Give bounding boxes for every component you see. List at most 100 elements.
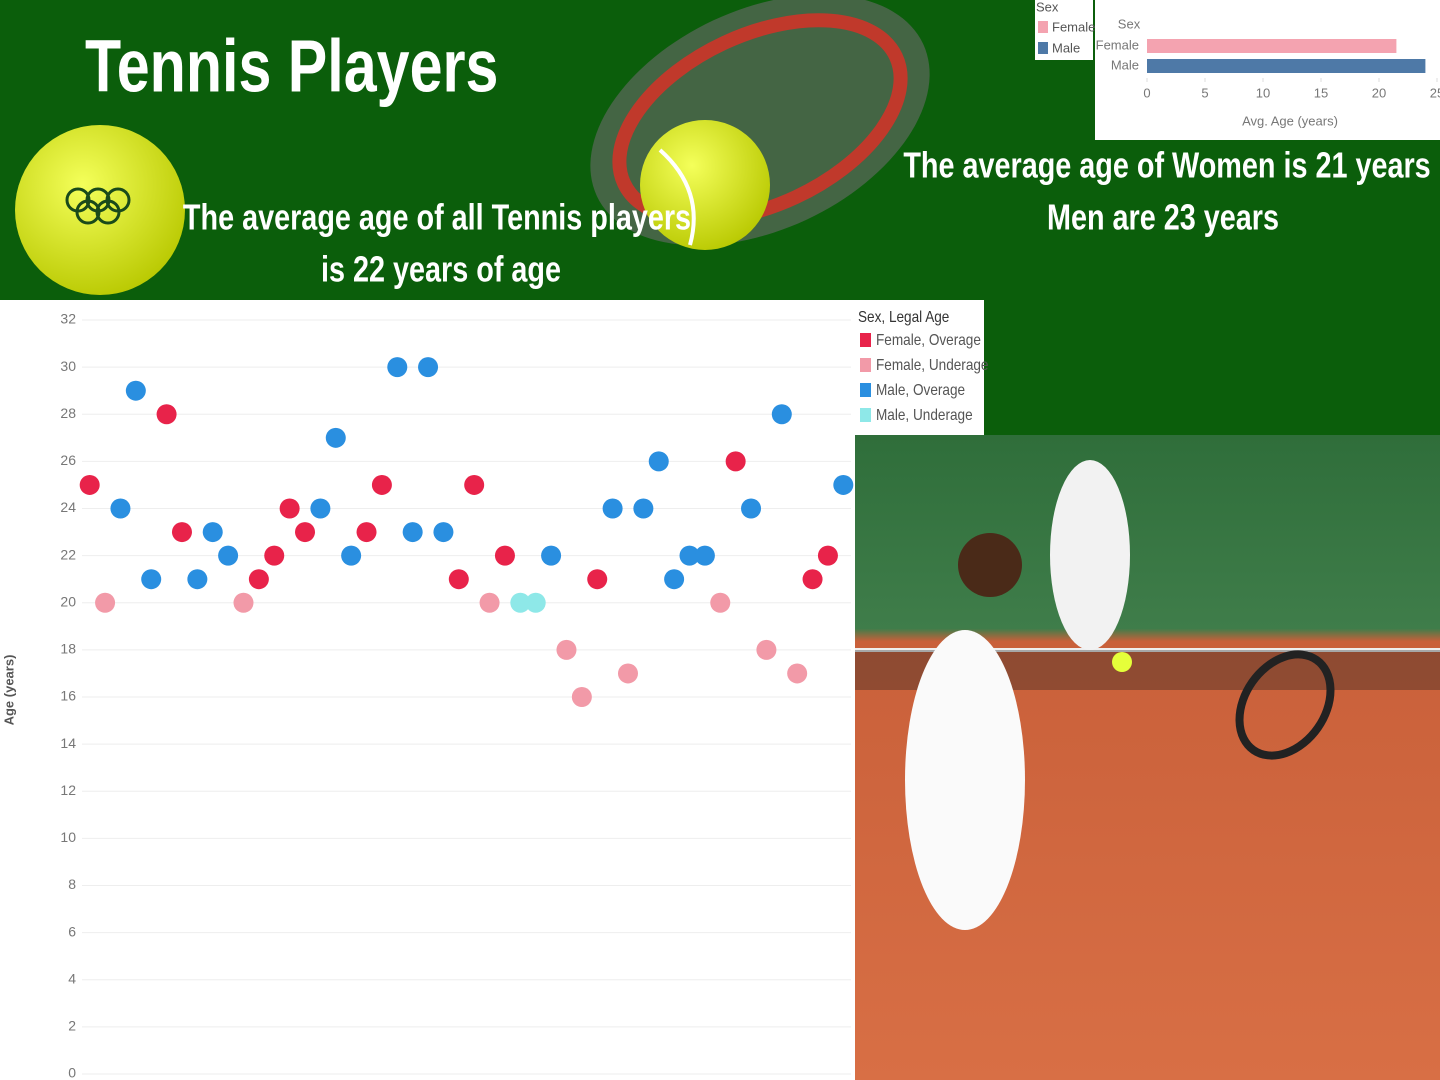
legend-label: Female, Underage	[876, 357, 988, 374]
annotation: is 22 years of age	[321, 248, 561, 289]
x-tick-label: 15	[1314, 85, 1328, 100]
scatter-point	[418, 357, 439, 378]
x-axis-label: Avg. Age (years)	[1242, 113, 1338, 128]
y-tick-label: 14	[60, 735, 76, 751]
scatter-point	[141, 569, 162, 590]
scatter-point	[633, 498, 654, 519]
scatter-point	[218, 545, 239, 566]
scatter-point	[433, 522, 454, 543]
annotation: The average age of all Tennis players	[183, 196, 691, 237]
legend-label: Male, Underage	[876, 407, 973, 424]
y-tick-label: Male	[1111, 57, 1139, 72]
y-tick-label: 30	[60, 358, 76, 374]
y-tick-label: 10	[60, 829, 76, 845]
y-tick-label: 12	[60, 782, 76, 798]
scatter-point	[587, 569, 608, 590]
scatter-point	[95, 592, 116, 613]
scatter-point	[541, 545, 562, 566]
bar	[1147, 39, 1397, 53]
racket-photo	[590, 0, 930, 250]
scatter-point	[402, 522, 423, 543]
scatter-point	[741, 498, 762, 519]
y-tick-label: 24	[60, 499, 76, 515]
scatter-point	[325, 427, 346, 448]
y-tick-label: 18	[60, 641, 76, 657]
y-tick-label: 28	[60, 405, 76, 421]
scatter-point	[617, 663, 638, 684]
x-tick-label: 20	[1372, 85, 1386, 100]
scatter-point	[79, 474, 100, 495]
scatter-point	[510, 592, 531, 613]
legend-swatch	[860, 358, 871, 372]
legend-label: Female, Overage	[876, 332, 981, 349]
scatter-point	[448, 569, 469, 590]
x-tick-label: 5	[1201, 85, 1208, 100]
scatter-point	[464, 474, 485, 495]
y-tick-label: 32	[60, 311, 76, 327]
page-title: Tennis Players	[85, 25, 498, 108]
legend-swatch	[860, 408, 871, 422]
y-axis-label: Age (years)	[1, 655, 16, 726]
y-tick-label: 8	[68, 876, 76, 892]
scatter-point	[571, 687, 592, 707]
scatter-point	[833, 474, 854, 495]
y-tick-label: 0	[68, 1065, 76, 1080]
scatter-point	[725, 451, 746, 472]
scatter-point	[202, 522, 223, 543]
annotation: The average age of Women is 21 years	[903, 144, 1430, 185]
scatter-point	[664, 569, 685, 590]
legend-label: Male	[1052, 40, 1080, 55]
scatter-point	[694, 545, 715, 566]
scatter-point	[787, 663, 808, 684]
legend-swatch	[1038, 21, 1048, 33]
scatter-point	[817, 545, 838, 566]
legend-title: Sex	[1036, 0, 1059, 14]
scatter-point	[679, 545, 700, 566]
scatter-point	[371, 474, 392, 495]
y-tick-label: 6	[68, 923, 76, 939]
scatter-legend-panel	[855, 300, 984, 435]
y-tick-label: 2	[68, 1018, 76, 1034]
scatter-point	[387, 357, 408, 378]
legend-swatch	[860, 383, 871, 397]
y-tick-label: Female	[1096, 37, 1139, 52]
scatter-point	[802, 569, 823, 590]
scatter-point	[556, 639, 577, 660]
y-tick-label: 16	[60, 688, 76, 704]
scatter-point	[494, 545, 515, 566]
scatter-point	[171, 522, 192, 543]
legend-title: Sex, Legal Age	[858, 309, 949, 326]
scatter-point	[771, 404, 792, 425]
scatter-point	[187, 569, 208, 590]
x-tick-label: 0	[1143, 85, 1150, 100]
scatter-point	[648, 451, 669, 472]
scatter-point	[264, 545, 285, 566]
scatter-point	[110, 498, 131, 519]
x-tick-label: 10	[1256, 85, 1270, 100]
scatter-point	[248, 569, 269, 590]
scatter-point	[756, 639, 777, 660]
scatter-point	[525, 592, 546, 613]
y-tick-label: 20	[60, 593, 76, 609]
scatter-point	[295, 522, 316, 543]
scatter-point	[310, 498, 331, 519]
court-photo	[855, 435, 1440, 1080]
scatter-point	[125, 380, 146, 401]
legend-label: Female	[1052, 19, 1095, 34]
y-axis-header: Sex	[1118, 16, 1141, 31]
scatter-point	[479, 592, 500, 613]
y-tick-label: 4	[68, 970, 76, 986]
scatter-point	[341, 545, 362, 566]
legend-label: Male, Overage	[876, 382, 965, 399]
scatter-point	[156, 404, 177, 425]
y-tick-label: 26	[60, 452, 76, 468]
scatter-panel	[0, 300, 855, 1080]
annotation: Men are 23 years	[1047, 196, 1279, 237]
scatter-point	[356, 522, 377, 543]
legend-swatch	[1038, 42, 1048, 54]
scatter-point	[279, 498, 300, 519]
legend-swatch	[860, 333, 871, 347]
bar	[1147, 59, 1426, 73]
